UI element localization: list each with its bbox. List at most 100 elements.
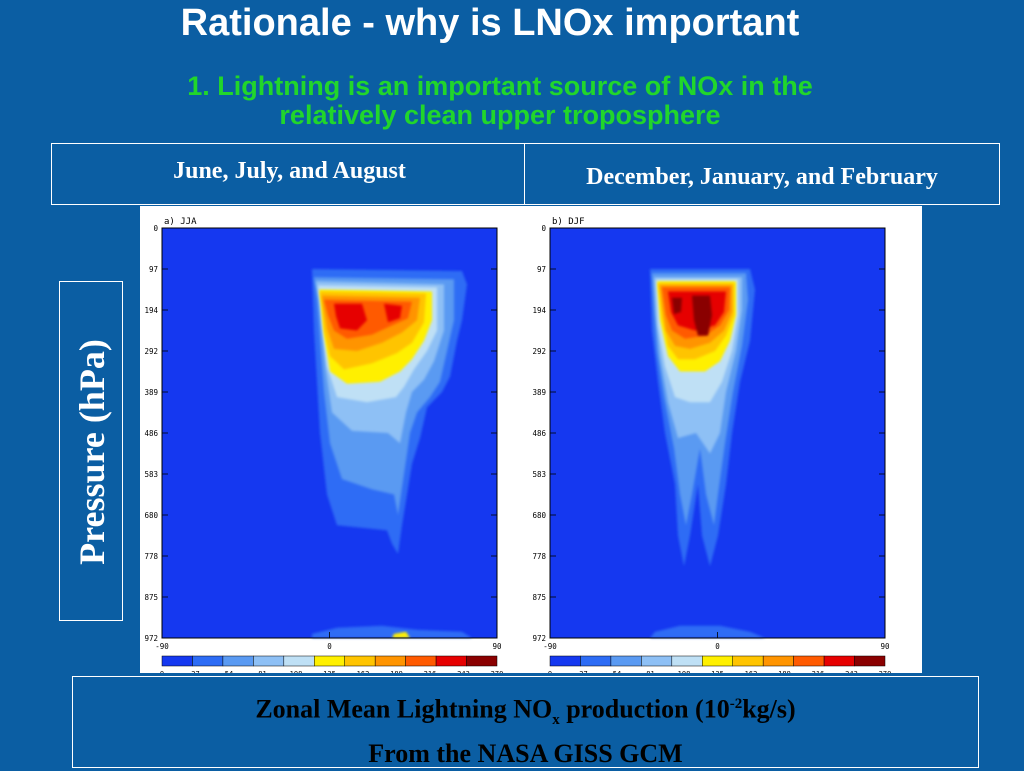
caption-text-a: Zonal Mean Lightning NO [255, 694, 553, 724]
y-tick-label: 194 [532, 306, 546, 315]
contour-region [384, 303, 402, 323]
panel-title: a) JJA [164, 217, 197, 227]
y-tick-label: 972 [532, 634, 546, 643]
subtitle-line-1: 1. Lightning is an important source of N… [187, 71, 813, 101]
y-tick-label: 875 [532, 593, 546, 602]
y-tick-label: 389 [532, 388, 546, 397]
y-tick-label: 583 [532, 470, 546, 479]
colorbar-tick-label: 243 [845, 670, 858, 673]
x-tick-label: -90 [155, 642, 169, 651]
contour-region [312, 625, 472, 638]
caption-line-1: Zonal Mean Lightning NOx production (10-… [73, 687, 978, 737]
colorbar-swatch [435, 655, 467, 667]
colorbar-tick-label: 27 [191, 670, 199, 673]
colorbar-tick-label: 216 [424, 670, 437, 673]
colorbar-swatch [702, 655, 733, 667]
colorbar-swatch [793, 655, 825, 667]
colorbar-swatch [610, 655, 642, 667]
subtitle-line-2: relatively clean upper troposphere [279, 100, 721, 130]
y-tick-label: 778 [532, 552, 546, 561]
contour-region [672, 297, 682, 315]
plot-body: b) DJF 0 97 194 292 389 486 583 680 778 875 972-90 0… [532, 217, 892, 678]
y-tick-label: 292 [532, 347, 546, 356]
colorbar-swatch [641, 655, 673, 667]
colorbar-tick-label: 243 [457, 670, 470, 673]
colorbar: 0 27 54 81 108 135 162 189 216 243 270 [548, 655, 892, 678]
plot-area: a) JJA 0 97 194 292 389 486 583 680 778 875 972 -90 0… [140, 206, 922, 678]
x-tick-label: 0 [327, 642, 332, 651]
contour-region [392, 631, 410, 638]
colorbar-tick-label: 108 [290, 670, 303, 673]
colorbar-swatch [466, 655, 498, 667]
caption-text-c: kg/s) [742, 694, 796, 724]
jja-header: June, July, and August [51, 143, 528, 205]
colorbar-swatch [580, 655, 612, 667]
chart-panel-jja: a) JJA 0 97 194 292 389 486 583 680 778 875 972-90 0… [144, 217, 504, 678]
colorbar-swatch [314, 655, 345, 667]
contour-region [692, 295, 712, 336]
colorbar-tick-label: 0 [548, 670, 552, 673]
colorbar-tick-label: 54 [225, 670, 233, 673]
colorbar-swatch [549, 655, 581, 667]
colorbar-tick-label: 270 [879, 670, 892, 673]
colorbar-swatch [854, 655, 886, 667]
colorbar-swatch [344, 655, 376, 667]
colorbar-swatch [762, 655, 794, 667]
colorbar-tick-label: 189 [778, 670, 791, 673]
colorbar-tick-label: 270 [491, 670, 504, 673]
y-tick-label: 0 [541, 224, 546, 233]
colorbar-tick-label: 162 [357, 670, 370, 673]
slide-subtitle: 1. Lightning is an important source of N… [60, 72, 940, 130]
y-tick-label: 875 [144, 593, 158, 602]
y-tick-label: 292 [144, 347, 158, 356]
slide-title: Rationale - why is LNOx important [180, 2, 800, 44]
y-tick-label: 680 [144, 511, 158, 520]
colorbar-swatch [405, 655, 437, 667]
y-tick-label: 778 [144, 552, 158, 561]
y-tick-label: 97 [537, 265, 546, 274]
colorbar-swatch [161, 655, 193, 667]
chart-panel-djf: b) DJF 0 97 194 292 389 486 583 680 778 875 972-90 0… [532, 217, 892, 678]
x-tick-label: 90 [492, 642, 502, 651]
y-tick-label: 486 [532, 429, 546, 438]
y-tick-label: 389 [144, 388, 158, 397]
colorbar-tick-label: 108 [678, 670, 691, 673]
djf-header: December, January, and February [524, 143, 1000, 205]
colorbar-swatch [374, 655, 406, 667]
colorbar-swatch [222, 655, 254, 667]
colorbar-tick-label: 189 [390, 670, 403, 673]
colorbar-swatch [253, 655, 285, 667]
caption-superscript: -2 [729, 696, 743, 712]
colorbar-swatch [283, 655, 315, 667]
y-tick-label: 583 [144, 470, 158, 479]
y-tick-label: 0 [153, 224, 158, 233]
colorbar-tick-label: 81 [258, 670, 266, 673]
colorbar: 0 27 54 81 108 135 162 189 216 243 270 [160, 655, 504, 678]
panel-title: b) DJF [552, 217, 585, 227]
contour-region [334, 303, 367, 331]
colorbar-swatch [823, 655, 855, 667]
caption-text-b: production (10 [559, 694, 730, 724]
caption-subscript: x [552, 711, 560, 728]
caption-line-2: From the NASA GISS GCM [368, 738, 683, 768]
pressure-axis-label: Pressure (hPa) [72, 339, 112, 565]
colorbar-tick-label: 135 [323, 670, 336, 673]
colorbar-tick-label: 135 [711, 670, 724, 673]
pressure-axis-box: Pressure (hPa) [59, 281, 123, 621]
x-tick-label: 0 [715, 642, 720, 651]
colorbar-swatch [732, 655, 764, 667]
x-tick-label: 90 [880, 642, 890, 651]
colorbar-swatch [671, 655, 703, 667]
y-tick-label: 97 [149, 265, 158, 274]
colorbar-tick-label: 54 [613, 670, 621, 673]
colorbar-tick-label: 0 [160, 670, 164, 673]
y-tick-label: 486 [144, 429, 158, 438]
colorbar-tick-label: 27 [579, 670, 587, 673]
contour-region [650, 625, 765, 638]
y-tick-label: 680 [532, 511, 546, 520]
colorbar-tick-label: 162 [745, 670, 758, 673]
y-tick-label: 194 [144, 306, 158, 315]
colorbar-tick-label: 81 [646, 670, 654, 673]
x-tick-label: -90 [543, 642, 557, 651]
